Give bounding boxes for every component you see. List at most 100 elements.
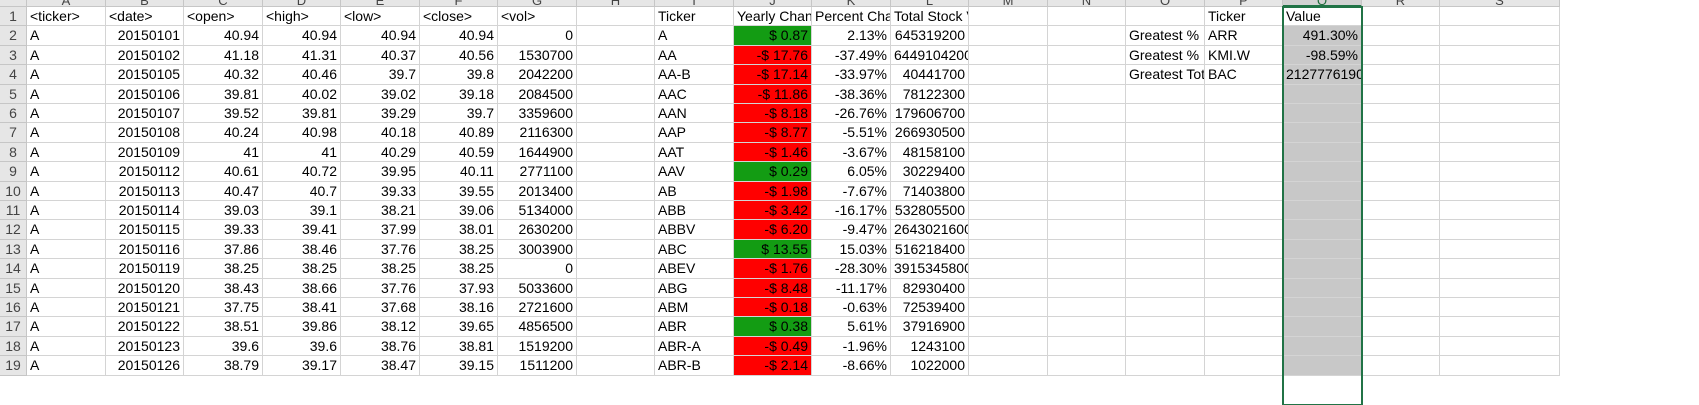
cell-f9[interactable]: 40.11 (420, 162, 498, 182)
cell-m17[interactable] (969, 317, 1048, 337)
cell-e17[interactable]: 38.12 (341, 317, 420, 337)
cell-k8[interactable]: -3.67% (812, 142, 891, 163)
row-header-14[interactable]: 14 (0, 259, 27, 279)
cell-g15[interactable]: 5033600 (498, 278, 577, 298)
cell-b4[interactable]: 20150105 (106, 65, 184, 85)
cell-p8[interactable] (1205, 142, 1283, 163)
cell-d5[interactable]: 40.02 (263, 84, 341, 104)
row-header-12[interactable]: 12 (0, 220, 27, 240)
cell-c11[interactable]: 39.03 (184, 201, 263, 221)
cell-o16[interactable] (1126, 298, 1205, 318)
cell-h7[interactable] (577, 123, 655, 143)
cell-j9[interactable]: $ 0.29 (734, 162, 812, 182)
cell-j16[interactable]: -$ 0.18 (734, 298, 812, 318)
cell-e14[interactable]: 38.25 (341, 259, 420, 279)
cell-s7[interactable] (1440, 123, 1560, 143)
cell-k16[interactable]: -0.63% (812, 298, 891, 318)
row-header-17[interactable]: 17 (0, 317, 27, 337)
cell-m5[interactable] (969, 84, 1048, 104)
row-header-2[interactable]: 2 (0, 26, 27, 46)
cell-b15[interactable]: 20150120 (106, 278, 184, 298)
cell-i4[interactable]: AA-B (655, 65, 734, 85)
cell-o4[interactable]: Greatest Total Volume (1126, 65, 1205, 85)
cell-s19[interactable] (1440, 356, 1560, 376)
cell-s8[interactable] (1440, 142, 1560, 163)
cell-d9[interactable]: 40.72 (263, 162, 341, 182)
cell-l14[interactable]: 3915345800 (891, 259, 969, 279)
cell-f19[interactable]: 39.15 (420, 356, 498, 376)
cell-b5[interactable]: 20150106 (106, 84, 184, 104)
cell-e10[interactable]: 39.33 (341, 181, 420, 201)
cell-g11[interactable]: 5134000 (498, 201, 577, 221)
cell-f10[interactable]: 39.55 (420, 181, 498, 201)
cell-o6[interactable] (1126, 104, 1205, 124)
cell-b17[interactable]: 20150122 (106, 317, 184, 337)
column-header-g[interactable]: G (498, 0, 577, 7)
cell-p16[interactable] (1205, 298, 1283, 318)
cell-j14[interactable]: -$ 1.76 (734, 259, 812, 279)
cell-q15[interactable] (1283, 278, 1362, 298)
cell-j7[interactable]: -$ 8.77 (734, 123, 812, 143)
cell-j6[interactable]: -$ 8.18 (734, 104, 812, 124)
cell-r12[interactable] (1362, 220, 1440, 240)
cell-e6[interactable]: 39.29 (341, 104, 420, 124)
row-header-8[interactable]: 8 (0, 142, 27, 163)
cell-m6[interactable] (969, 104, 1048, 124)
cell-l15[interactable]: 82930400 (891, 278, 969, 298)
cell-k6[interactable]: -26.76% (812, 104, 891, 124)
cell-m16[interactable] (969, 298, 1048, 318)
cell-r4[interactable] (1362, 65, 1440, 85)
cell-g14[interactable]: 0 (498, 259, 577, 279)
cell-o1[interactable] (1126, 7, 1205, 27)
cell-l9[interactable]: 30229400 (891, 162, 969, 182)
cell-s10[interactable] (1440, 181, 1560, 201)
cell-q1[interactable]: Value (1283, 7, 1362, 27)
cell-f2[interactable]: 40.94 (420, 26, 498, 46)
cell-p12[interactable] (1205, 220, 1283, 240)
cell-b8[interactable]: 20150109 (106, 142, 184, 163)
column-header-c[interactable]: C (184, 0, 263, 7)
cell-c6[interactable]: 39.52 (184, 104, 263, 124)
cell-j17[interactable]: $ 0.38 (734, 317, 812, 337)
cell-r16[interactable] (1362, 298, 1440, 318)
cell-o10[interactable] (1126, 181, 1205, 201)
cell-n17[interactable] (1048, 317, 1126, 337)
cell-e11[interactable]: 38.21 (341, 201, 420, 221)
cell-h11[interactable] (577, 201, 655, 221)
cell-r7[interactable] (1362, 123, 1440, 143)
cell-o18[interactable] (1126, 336, 1205, 357)
cell-b18[interactable]: 20150123 (106, 336, 184, 357)
cell-b3[interactable]: 20150102 (106, 45, 184, 66)
cell-o8[interactable] (1126, 142, 1205, 163)
cell-j8[interactable]: -$ 1.46 (734, 142, 812, 163)
cell-m12[interactable] (969, 220, 1048, 240)
cell-b1[interactable]: <date> (106, 7, 184, 27)
cell-f8[interactable]: 40.59 (420, 142, 498, 163)
cell-i10[interactable]: AB (655, 181, 734, 201)
cell-i18[interactable]: ABR-A (655, 336, 734, 357)
cell-h9[interactable] (577, 162, 655, 182)
column-header-q[interactable]: Q (1283, 0, 1362, 7)
column-header-i[interactable]: I (655, 0, 734, 7)
cell-d14[interactable]: 38.25 (263, 259, 341, 279)
cell-i11[interactable]: ABB (655, 201, 734, 221)
row-header-6[interactable]: 6 (0, 104, 27, 124)
cell-d3[interactable]: 41.31 (263, 45, 341, 66)
column-header-k[interactable]: K (812, 0, 891, 7)
cell-p18[interactable] (1205, 336, 1283, 357)
cell-n9[interactable] (1048, 162, 1126, 182)
column-header-j[interactable]: J (734, 0, 812, 7)
cell-n3[interactable] (1048, 45, 1126, 66)
cell-m10[interactable] (969, 181, 1048, 201)
column-header-r[interactable]: R (1362, 0, 1440, 7)
column-header-d[interactable]: D (263, 0, 341, 7)
cell-k18[interactable]: -1.96% (812, 336, 891, 357)
cell-l18[interactable]: 1243100 (891, 336, 969, 357)
cell-c16[interactable]: 37.75 (184, 298, 263, 318)
cell-r17[interactable] (1362, 317, 1440, 337)
cell-p1[interactable]: Ticker (1205, 7, 1283, 27)
cell-d4[interactable]: 40.46 (263, 65, 341, 85)
cell-j15[interactable]: -$ 8.48 (734, 278, 812, 298)
cell-s9[interactable] (1440, 162, 1560, 182)
